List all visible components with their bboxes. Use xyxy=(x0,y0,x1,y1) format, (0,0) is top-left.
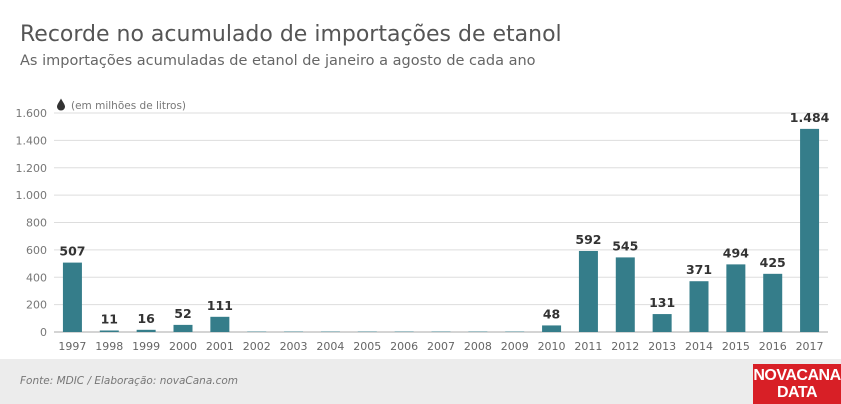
bar xyxy=(173,324,193,332)
x-tick-label: 2012 xyxy=(611,340,639,353)
x-tick-label: 1999 xyxy=(132,340,160,353)
y-tick-label: 1.400 xyxy=(16,134,48,147)
x-tick-label: 2017 xyxy=(796,340,824,353)
bar-chart: 0 200 400 600 800 1.000 1.200 1.400 1.600 507 1997… xyxy=(16,98,830,353)
bar xyxy=(99,330,119,332)
bar xyxy=(800,128,820,332)
brand-logo: NOVACANA DATA xyxy=(753,364,841,404)
bar xyxy=(763,273,783,332)
data-label: 48 xyxy=(543,306,560,321)
x-tick-label: 2004 xyxy=(316,340,344,353)
data-label: 11 xyxy=(101,311,118,326)
drop-icon xyxy=(57,98,65,111)
y-tick-label: 0 xyxy=(40,326,47,339)
x-tick-label: 2001 xyxy=(206,340,234,353)
x-tick-label: 2005 xyxy=(353,340,381,353)
y-tick-label: 1.600 xyxy=(16,107,48,120)
x-tick-label: 2007 xyxy=(427,340,455,353)
bar xyxy=(210,316,230,332)
x-tick-label: 2010 xyxy=(538,340,566,353)
bar xyxy=(578,250,598,332)
x-tick-label: 2011 xyxy=(574,340,602,353)
logo-line-1: NOVACANA xyxy=(753,367,841,384)
y-tick-label: 800 xyxy=(26,217,47,230)
y-tick-label: 1.200 xyxy=(16,162,48,175)
unit-label: (em milhões de litros) xyxy=(71,100,186,112)
chart-title: Recorde no acumulado de importações de e… xyxy=(20,22,562,47)
x-tick-label: 2016 xyxy=(759,340,787,353)
data-label: 425 xyxy=(760,255,786,270)
x-tick-label: 2009 xyxy=(501,340,529,353)
bar xyxy=(136,329,156,332)
data-label: 371 xyxy=(686,262,712,277)
x-tick-label: 1998 xyxy=(95,340,123,353)
y-tick-label: 200 xyxy=(26,299,47,312)
x-tick-label: 2015 xyxy=(722,340,750,353)
bar xyxy=(689,281,709,332)
data-label: 52 xyxy=(174,306,191,321)
x-tick-label: 2002 xyxy=(243,340,271,353)
x-tick-label: 2000 xyxy=(169,340,197,353)
x-tick-label: 1997 xyxy=(58,340,86,353)
x-tick-label: 2008 xyxy=(464,340,492,353)
data-label: 16 xyxy=(137,311,155,326)
bar xyxy=(542,325,562,332)
bar xyxy=(652,314,672,332)
data-label: 111 xyxy=(207,298,233,313)
bar xyxy=(62,262,82,332)
bar xyxy=(615,257,635,332)
y-tick-label: 1.000 xyxy=(16,189,48,202)
data-label: 592 xyxy=(575,232,601,247)
logo-line-2: DATA xyxy=(776,384,818,401)
x-tick-label: 2003 xyxy=(280,340,308,353)
footer-bar: Fonte: MDIC / Elaboração: novaCana.com N… xyxy=(0,359,841,404)
y-tick-label: 400 xyxy=(26,271,47,284)
chart-subtitle: As importações acumuladas de etanol de j… xyxy=(20,53,536,69)
data-label: 1.484 xyxy=(790,110,830,125)
data-label: 507 xyxy=(59,244,85,259)
x-tick-label: 2006 xyxy=(390,340,418,353)
y-tick-label: 600 xyxy=(26,244,47,257)
data-label: 494 xyxy=(723,245,749,260)
data-label: 131 xyxy=(649,295,675,310)
data-label: 545 xyxy=(612,238,638,253)
source-note: Fonte: MDIC / Elaboração: novaCana.com xyxy=(20,375,239,387)
x-tick-label: 2014 xyxy=(685,340,713,353)
x-tick-label: 2013 xyxy=(648,340,676,353)
bar xyxy=(726,264,746,332)
